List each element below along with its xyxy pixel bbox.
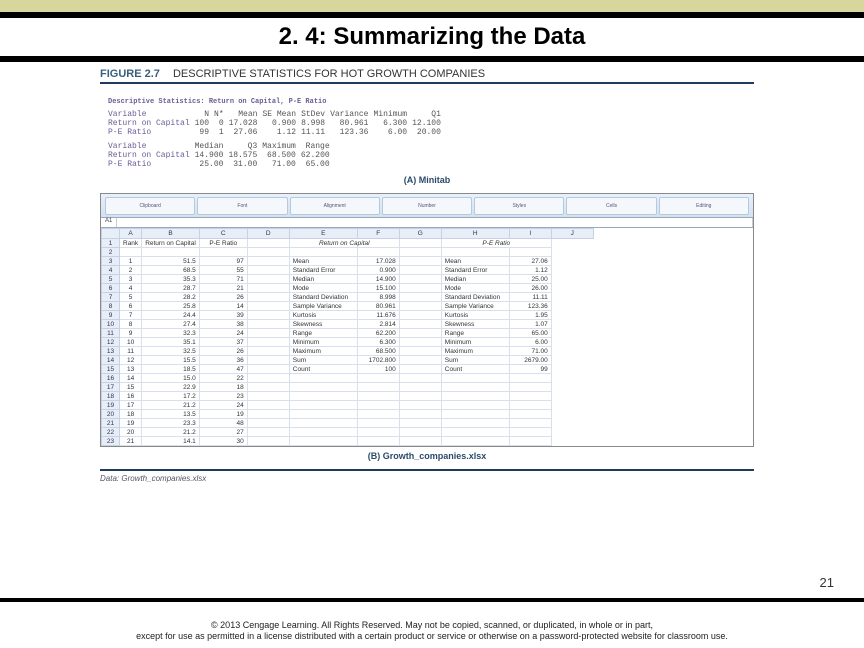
panel-a-caption: (A) Minitab: [100, 175, 754, 185]
copyright-line-2: except for use as permitted in a license…: [40, 631, 824, 642]
table-row: P-E Ratio99127.061.1211.11123.366.0020.0…: [108, 128, 446, 137]
footer-copyright: © 2013 Cengage Learning. All Rights Rese…: [0, 620, 864, 642]
formula-bar: A1: [101, 218, 753, 228]
title-row: 2. 4: Summarizing the Data: [0, 18, 864, 56]
ribbon-group: Cells: [566, 197, 656, 215]
excel-table: ABCDEFGHIJ1RankReturn on CapitalP-E Rati…: [101, 228, 594, 446]
minitab-panel: Descriptive Statistics: Return on Capita…: [100, 94, 754, 171]
excel-ribbon: Clipboard Font Alignment Number Styles C…: [101, 194, 753, 218]
ribbon-group: Clipboard: [105, 197, 195, 215]
copyright-line-1: © 2013 Cengage Learning. All Rights Rese…: [40, 620, 824, 631]
table-row: Return on Capital100017.0280.9008.99880.…: [108, 119, 446, 128]
table-row: Return on Capital14.90018.57568.50062.20…: [108, 151, 335, 160]
minitab-table-1: Variable N N* Mean SE Mean StDev Varianc…: [108, 110, 446, 137]
table-row: P-E Ratio25.0031.0071.0065.00: [108, 160, 335, 169]
page-number: 21: [820, 575, 834, 590]
col-h: Variable: [108, 110, 195, 119]
figure-rule-bottom: [100, 469, 754, 471]
data-source: Data: Growth_companies.xlsx: [100, 474, 754, 483]
excel-sheet: ABCDEFGHIJ1RankReturn on CapitalP-E Rati…: [101, 228, 753, 446]
ribbon-group: Font: [197, 197, 287, 215]
ribbon-group: Editing: [659, 197, 749, 215]
divider-title: [0, 56, 864, 62]
figure-number: FIGURE 2.7: [100, 68, 160, 80]
figure-title: DESCRIPTIVE STATISTICS FOR HOT GROWTH CO…: [173, 68, 485, 80]
ribbon-group: Alignment: [290, 197, 380, 215]
figure-label: FIGURE 2.7 DESCRIPTIVE STATISTICS FOR HO…: [100, 68, 754, 80]
ribbon-group: Styles: [474, 197, 564, 215]
ribbon-group: Number: [382, 197, 472, 215]
excel-panel: Clipboard Font Alignment Number Styles C…: [100, 193, 754, 447]
minitab-table-2: Variable Median Q3 Maximum Range Return …: [108, 142, 335, 169]
slide-title: 2. 4: Summarizing the Data: [279, 23, 586, 51]
panel-b-caption: (B) Growth_companies.xlsx: [100, 451, 754, 461]
divider-bottom: [0, 598, 864, 602]
top-accent-bar: [0, 0, 864, 12]
minitab-header: Descriptive Statistics: Return on Capita…: [108, 98, 746, 106]
figure-rule: [100, 82, 754, 84]
content-area: FIGURE 2.7 DESCRIPTIVE STATISTICS FOR HO…: [100, 68, 754, 483]
